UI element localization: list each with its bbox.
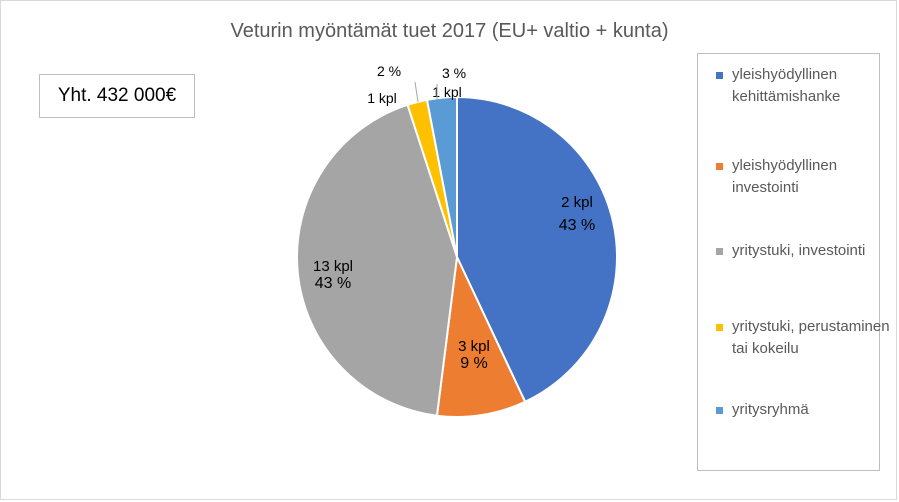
pie-slice: [435, 253, 527, 418]
slice-percent-label: 3 %: [442, 65, 466, 81]
slice-percent-label: 43 %: [315, 275, 351, 292]
slice-count-label: 13 kpl: [313, 258, 353, 275]
slice-count-label: 3 kpl: [458, 338, 490, 355]
total-label: Yht. 432 000€: [57, 85, 177, 106]
legend-label: yritysryhmä: [732, 401, 809, 418]
legend-label: yleishyödyllinen kehittämishanke: [732, 66, 841, 105]
chart-title: Veturin myöntämät tuet 2017 (EU+ valtio …: [230, 20, 669, 42]
legend-swatch: [716, 72, 723, 79]
slice-percent-label: 2 %: [377, 63, 401, 79]
leader-line: [414, 81, 419, 103]
chart-legend: yleishyödyllinen kehittämishanke yleishy…: [697, 53, 890, 471]
slice-percent-label: 9 %: [460, 355, 488, 372]
total-box: Yht. 432 000€: [39, 74, 195, 118]
legend-swatch: [716, 407, 723, 414]
pie-slice: [296, 103, 459, 417]
legend-label: yritystuki, investointi: [732, 242, 866, 259]
legend-label: yritystuki, perustaminen tai kokeilu: [732, 318, 890, 357]
slice-count-label: 1 kpl: [432, 84, 462, 100]
slice-percent-label: 43 %: [559, 217, 595, 234]
pie-slice: [456, 95, 618, 404]
pie-slice: [425, 95, 458, 258]
slice-count-label: 2 kpl: [561, 194, 593, 211]
slice-count-label: 1 kpl: [367, 90, 397, 106]
legend-label: yleishyödyllinen investointi: [732, 157, 838, 196]
legend-swatch: [716, 163, 723, 170]
legend-swatch: [716, 248, 723, 255]
legend-swatch: [716, 324, 723, 331]
